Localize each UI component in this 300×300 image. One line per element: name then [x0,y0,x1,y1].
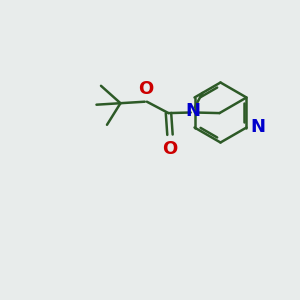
Text: O: O [162,140,178,158]
Text: O: O [138,80,153,98]
Text: N: N [250,118,266,136]
Text: N: N [186,102,201,120]
